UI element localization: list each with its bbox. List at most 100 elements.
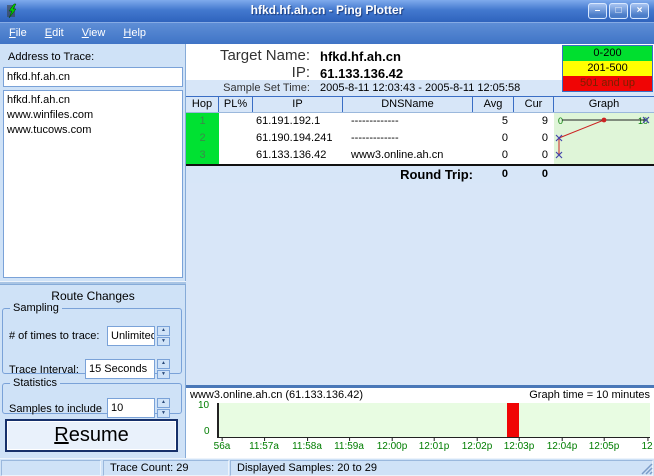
sample-set-time-value: 2005-8-11 12:03:43 - 2005-8-11 12:05:58: [320, 82, 521, 94]
dns-cell: -------------: [351, 132, 399, 144]
main-filler: [186, 183, 654, 385]
column-header-hop: Hop: [186, 97, 219, 112]
dns-cell: -------------: [351, 115, 399, 127]
hop-column-footer: [186, 161, 219, 164]
sampling-group: Sampling # of times to trace: ▲ ▼ Trace …: [2, 302, 182, 379]
table-row[interactable]: 2 61.190.194.241 ------------- 0 0: [186, 130, 654, 147]
window-title: hfkd.hf.ah.cn - Ping Plotter: [250, 3, 404, 17]
time-tick: 11:58a: [292, 437, 322, 452]
minigraph-scale-min: 0: [558, 116, 563, 126]
column-header-ip: IP: [253, 97, 343, 112]
sample-set-time-label: Sample Set Time:: [223, 82, 310, 94]
target-name-label: Target Name:: [219, 47, 310, 64]
ip-cell: 61.133.136.42: [256, 149, 327, 161]
time-tick: 12:02p: [461, 437, 493, 452]
cur-cell: 9: [541, 115, 548, 127]
round-trip-cur: 0: [541, 168, 548, 180]
spin-up-icon[interactable]: ▲: [157, 326, 170, 336]
status-bar: Trace Count: 29 Displayed Samples: 20 to…: [0, 458, 654, 476]
resize-grip[interactable]: [640, 462, 653, 475]
trace-interval-label: Trace Interval:: [9, 364, 79, 376]
resume-button[interactable]: Resume: [5, 419, 178, 452]
samples-to-include-field[interactable]: [107, 398, 155, 418]
close-button-icon[interactable]: ×: [630, 3, 649, 19]
sidebar-divider: [0, 281, 186, 285]
table-row[interactable]: 1 61.191.192.1 ------------- 5 9: [186, 113, 654, 130]
column-header-pl: PL%: [219, 97, 253, 112]
ip-cell: 61.190.194.241: [256, 132, 333, 144]
graph-splitter[interactable]: [186, 385, 654, 388]
round-trip-label: Round Trip:: [400, 167, 473, 182]
spin-down-icon[interactable]: ▼: [157, 336, 170, 346]
sampling-legend: Sampling: [13, 302, 59, 314]
minimize-button-icon[interactable]: –: [588, 3, 607, 19]
title-bar[interactable]: hfkd.hf.ah.cn - Ping Plotter – □ ×: [0, 0, 654, 22]
y-axis-min: 0: [204, 426, 210, 437]
statistics-group: Statistics Samples to include ▲ ▼: [2, 377, 182, 418]
menu-view[interactable]: View: [81, 27, 106, 39]
time-tick: 12:01p: [418, 437, 450, 452]
legend-red-range: 501 and up: [563, 76, 652, 91]
spin-up-icon[interactable]: ▲: [157, 359, 170, 369]
maximize-button-icon[interactable]: □: [609, 3, 628, 19]
legend-yellow-range: 201-500: [563, 61, 652, 76]
avg-cell: 5: [501, 115, 508, 127]
time-tick: 12:03p: [503, 437, 535, 452]
trace-interval-field[interactable]: [85, 359, 155, 379]
address-to-trace-label: Address to Trace:: [8, 51, 95, 63]
table-footer-line: [186, 164, 654, 166]
pl-cell: [219, 130, 253, 147]
dns-cell: www3.online.ah.cn: [351, 149, 444, 161]
ip-cell: 61.191.192.1: [256, 115, 321, 127]
table-header: Hop PL% IP DNSName Avg Cur Graph: [186, 96, 654, 113]
timeline-graph-panel: www3.online.ah.cn (61.133.136.42) Graph …: [186, 388, 654, 458]
minigraph-avg-point: [601, 117, 607, 123]
table-row[interactable]: 3 61.133.136.42 www3.online.ah.cn 0 0: [186, 147, 654, 164]
ip-label: IP:: [291, 64, 310, 81]
avg-cell: 0: [501, 132, 508, 144]
column-header-graph: Graph: [588, 98, 620, 110]
samples-to-include-label: Samples to include: [9, 403, 102, 415]
target-name-value: hfkd.hf.ah.cn: [320, 49, 401, 64]
time-tick: 12:00p: [376, 437, 408, 452]
times-to-trace-field[interactable]: [107, 326, 155, 346]
time-tick: 12: [641, 437, 653, 452]
hop-trace-minigraph: 0 10: [554, 113, 654, 164]
minigraph-avg-line: [558, 119, 605, 155]
spin-down-icon[interactable]: ▼: [157, 408, 170, 418]
y-axis-max: 10: [198, 400, 210, 411]
legend-green-range: 0-200: [563, 46, 652, 61]
timeline-graph-time-label: Graph time = 10 minutes: [529, 389, 650, 401]
timeline-graph-title: www3.online.ah.cn (61.133.136.42): [190, 389, 364, 401]
times-to-trace-label: # of times to trace:: [9, 330, 100, 342]
menu-edit[interactable]: Edit: [44, 27, 64, 39]
address-list[interactable]: hfkd.hf.ah.cn www.winfiles.com www.tucow…: [3, 90, 183, 278]
spin-down-icon[interactable]: ▼: [157, 369, 170, 379]
column-header-dns: DNSName: [343, 97, 473, 112]
sidebar: Address to Trace: hfkd.hf.ah.cn www.winf…: [0, 44, 186, 458]
time-tick: 12:05p: [588, 437, 620, 452]
list-item[interactable]: hfkd.hf.ah.cn: [7, 94, 70, 106]
minigraph-cur-marker: [642, 116, 650, 124]
address-input[interactable]: [3, 67, 183, 87]
hop-cell: 1: [186, 113, 219, 130]
minigraph-cur-marker: [555, 151, 563, 159]
packet-loss-bar: [507, 403, 519, 437]
time-tick: 11:57a: [249, 437, 279, 452]
list-item[interactable]: www.winfiles.com: [7, 109, 94, 121]
round-trip-row: Round Trip: 0 0: [186, 166, 654, 183]
cur-cell: 0: [541, 149, 548, 161]
round-trip-avg: 0: [501, 168, 508, 180]
menu-file[interactable]: File: [9, 27, 27, 39]
menu-help[interactable]: Help: [123, 27, 147, 39]
ip-value: 61.133.136.42: [320, 66, 404, 81]
route-changes-label[interactable]: Route Changes: [51, 289, 135, 303]
pl-cell: [219, 113, 253, 130]
cur-cell: 0: [541, 132, 548, 144]
main-panel: Target Name: hfkd.hf.ah.cn IP: 61.133.13…: [186, 44, 654, 458]
app-icon: [7, 3, 17, 19]
time-tick: 11:59a: [334, 437, 364, 452]
spin-up-icon[interactable]: ▲: [157, 398, 170, 408]
list-item[interactable]: www.tucows.com: [7, 124, 92, 136]
